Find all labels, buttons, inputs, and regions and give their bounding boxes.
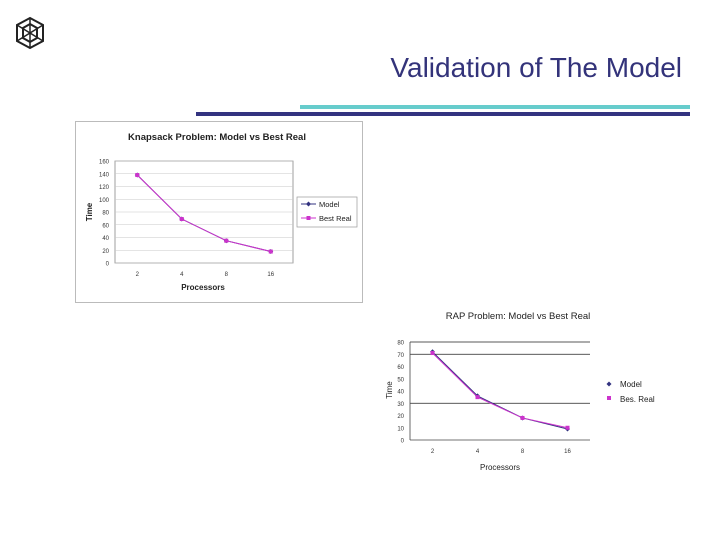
knapsack-x-ticks: 2 4 8 16 bbox=[136, 272, 275, 278]
rap-x-ticks: 2 4 8 16 bbox=[431, 449, 572, 455]
rap-x-tick-label: 16 bbox=[564, 449, 571, 455]
knapsack-y-tick-label: 20 bbox=[102, 249, 109, 255]
knapsack-y-tick-label: 120 bbox=[99, 185, 110, 191]
rap-x-axis-label: Processors bbox=[480, 463, 520, 472]
knapsack-legend-box bbox=[296, 196, 358, 228]
rap-legend-marker-model bbox=[606, 381, 612, 387]
rap-series-line-0 bbox=[432, 351, 568, 430]
rap-y-tick-label: 60 bbox=[397, 365, 404, 371]
knapsack-point-best-real bbox=[135, 173, 140, 178]
rap-y-tick-label: 0 bbox=[401, 439, 405, 445]
rap-chart: RAP Problem: Model vs Best Real Processo… bbox=[380, 300, 670, 480]
knapsack-legend-model: Model bbox=[319, 200, 340, 209]
knapsack-y-tick-label: 60 bbox=[102, 223, 109, 229]
knapsack-chart-title: Knapsack Problem: Model vs Best Real bbox=[128, 132, 306, 143]
knapsack-y-ticks: 0 20 40 60 80 100 120 140 160 bbox=[99, 160, 110, 268]
rap-x-tick-label: 8 bbox=[521, 449, 525, 455]
rap-y-ticks: 0 10 20 30 40 50 60 70 80 bbox=[397, 341, 404, 445]
knapsack-y-axis-label: Time bbox=[85, 202, 94, 221]
title-rule-dark bbox=[196, 112, 690, 116]
rap-y-axis-label: Time bbox=[385, 381, 394, 399]
rap-legend-model: Model bbox=[620, 380, 642, 389]
rap-legend-best: Bes. Real bbox=[620, 395, 655, 404]
rap-grid bbox=[409, 341, 590, 441]
knapsack-x-tick-label: 16 bbox=[267, 272, 274, 278]
rap-point-best-real bbox=[430, 351, 435, 356]
knapsack-legend-best: Best Real bbox=[319, 214, 352, 223]
title-rule-light bbox=[300, 105, 690, 109]
knapsack-point-best-real bbox=[268, 249, 273, 254]
knapsack-y-tick-label: 40 bbox=[102, 236, 109, 242]
knapsack-legend-marker-model bbox=[306, 201, 311, 207]
knapsack-series-line-1 bbox=[136, 174, 271, 253]
knapsack-point-best-real bbox=[179, 217, 184, 222]
knapsack-y-tick-label: 100 bbox=[99, 198, 110, 204]
rap-y-tick-label: 40 bbox=[397, 390, 404, 396]
rap-series bbox=[430, 349, 570, 432]
rap-series-line-1 bbox=[432, 352, 568, 429]
knapsack-chart: Knapsack Problem: Model vs Best Real Pro… bbox=[75, 121, 363, 303]
knapsack-x-tick-label: 8 bbox=[225, 272, 229, 278]
knapsack-legend-marker-best bbox=[306, 216, 311, 220]
rap-point-best-real bbox=[565, 425, 570, 430]
knapsack-x-tick-label: 2 bbox=[136, 272, 140, 278]
rap-point-best-real bbox=[475, 395, 480, 400]
rap-chart-title: RAP Problem: Model vs Best Real bbox=[446, 311, 591, 322]
rap-y-tick-label: 80 bbox=[397, 341, 404, 347]
rap-y-tick-label: 10 bbox=[397, 426, 404, 432]
knapsack-x-tick-label: 4 bbox=[180, 272, 184, 278]
knapsack-x-axis-label: Processors bbox=[181, 283, 225, 292]
slide-title: Validation of The Model bbox=[390, 52, 682, 83]
rap-legend-marker-best bbox=[607, 396, 611, 400]
knapsack-grid bbox=[115, 160, 293, 264]
rap-x-tick-label: 2 bbox=[431, 449, 435, 455]
rap-y-tick-label: 30 bbox=[397, 402, 404, 408]
rap-y-tick-label: 70 bbox=[397, 353, 404, 359]
rap-point-best-real bbox=[520, 415, 525, 420]
knapsack-point-best-real bbox=[224, 238, 229, 243]
knapsack-y-tick-label: 160 bbox=[99, 160, 110, 166]
rap-y-tick-label: 50 bbox=[397, 377, 404, 383]
knapsack-y-tick-label: 140 bbox=[99, 172, 110, 178]
knapsack-y-tick-label: 80 bbox=[102, 211, 109, 217]
logo-icon bbox=[14, 16, 46, 50]
knapsack-y-tick-label: 0 bbox=[106, 262, 110, 268]
rap-y-tick-label: 20 bbox=[397, 414, 404, 420]
knapsack-series bbox=[134, 172, 274, 255]
rap-x-tick-label: 4 bbox=[476, 449, 480, 455]
